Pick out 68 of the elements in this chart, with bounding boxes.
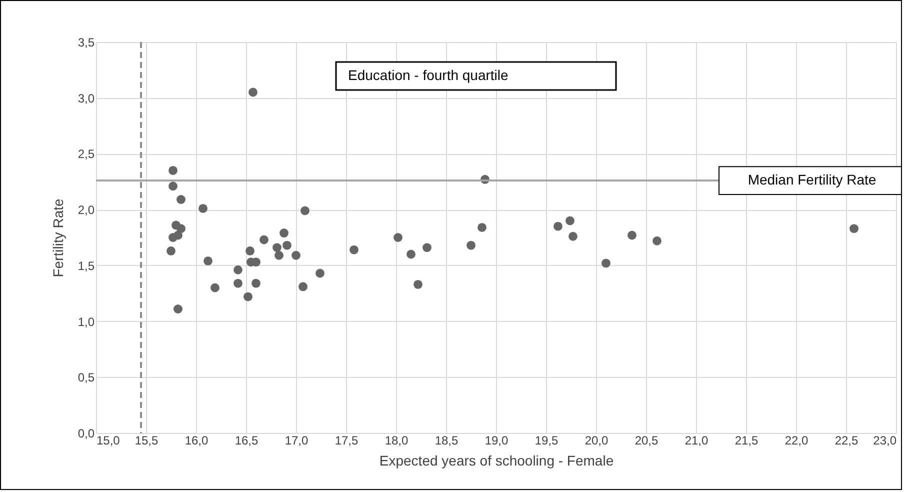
point: [244, 292, 252, 302]
point: [406, 250, 416, 259]
point: [422, 243, 432, 252]
point: [850, 224, 858, 234]
point: [628, 230, 636, 240]
point: [316, 268, 324, 278]
point: [234, 278, 242, 288]
x-tick-label: 18,0: [384, 434, 408, 448]
point: [274, 250, 284, 260]
point: [176, 224, 186, 234]
y-axis-title: Fertility Rate: [50, 198, 66, 278]
x-tick-label: 22,5: [834, 434, 858, 448]
point: [176, 195, 186, 204]
point: [272, 243, 282, 252]
x-tick-label: 21,5: [734, 434, 758, 448]
point: [168, 166, 178, 175]
x-tick-label: 23,0: [873, 434, 897, 448]
y-tick-label: 0,0: [78, 426, 95, 440]
point: [292, 250, 300, 260]
point: [210, 283, 220, 292]
x-axis-title: Expected years of schooling - Female: [379, 452, 614, 468]
point: [478, 222, 486, 232]
x-tick-label: 19,5: [534, 434, 558, 448]
point: [300, 206, 310, 216]
point: [602, 258, 610, 268]
x-tick-label: 20,0: [584, 434, 608, 448]
point: [204, 256, 212, 266]
point: [568, 232, 578, 241]
point: [198, 204, 208, 213]
x-tick-label: 15,0: [96, 434, 120, 448]
point: [168, 233, 178, 242]
y-tick-label: 3,0: [78, 91, 95, 106]
point: [166, 246, 176, 256]
point: [168, 182, 178, 191]
x-tick-label: 17,0: [284, 434, 308, 448]
x-tick-label: 16,0: [184, 434, 208, 448]
point: [394, 233, 402, 242]
point: [248, 88, 258, 97]
y-tick-label: 0,5: [78, 370, 95, 385]
point: [282, 240, 292, 250]
x-tick-label: 20,5: [634, 434, 658, 448]
point: [260, 235, 268, 244]
y-tick-label: 1,5: [78, 258, 95, 273]
ref-line-label: Median Fertility Rate: [748, 172, 876, 188]
point: [652, 236, 662, 246]
x-tick-label: 22,0: [784, 434, 808, 448]
point: [252, 278, 260, 288]
point: [280, 228, 288, 238]
point: [246, 246, 254, 256]
y-tick-label: 2,5: [78, 147, 95, 162]
y-tick-label: 1,0: [78, 314, 95, 329]
point: [554, 222, 562, 231]
x-tick-label: 17,5: [334, 434, 358, 448]
y-tick-label: 2,0: [78, 203, 95, 218]
annotation: Education - fourth quartile: [348, 67, 509, 83]
y-tick-label: 3,5: [78, 36, 95, 50]
point: [350, 245, 358, 254]
point: [466, 240, 476, 250]
x-tick-label: 18,5: [434, 434, 458, 448]
point: [566, 216, 574, 226]
point: [298, 282, 308, 292]
point: [174, 304, 182, 314]
x-tick-label: 19,0: [484, 434, 508, 448]
x-tick-label: 15,5: [134, 434, 158, 448]
point: [234, 265, 242, 274]
x-tick-label: 16,5: [234, 434, 258, 448]
x-tick-label: 21,0: [684, 434, 708, 448]
point: [414, 280, 422, 289]
